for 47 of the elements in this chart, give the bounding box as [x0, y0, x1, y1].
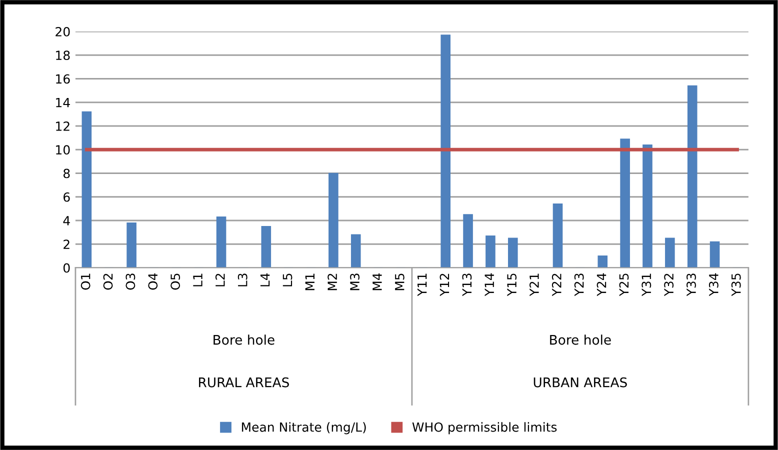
y-tick-label: 20 — [56, 26, 70, 36]
y-tick-label: 8 — [64, 168, 70, 178]
x-tick-label: L5 — [282, 274, 292, 286]
x-tick-label: M5 — [395, 274, 404, 290]
x-tick-label: Y15 — [507, 274, 517, 296]
y-tick-label: 10 — [56, 145, 70, 155]
x-tick-label: L1 — [193, 274, 202, 286]
x-tick-label: L3 — [238, 274, 248, 286]
y-tick-label: 0 — [63, 263, 70, 273]
x-tick-label: Y14 — [484, 273, 494, 296]
x-tick-label: Y34 — [708, 273, 718, 296]
legend-label: WHO permissible limits — [412, 422, 557, 434]
x-tick-label: L2 — [215, 274, 225, 286]
y-tick-label: 18 — [56, 50, 70, 60]
x-tick-label: O2 — [103, 274, 113, 290]
y-tick-label: 14 — [56, 98, 70, 108]
y-tick-label: 12 — [56, 121, 70, 131]
text: Bore hole — [550, 334, 611, 345]
x-tick-label: Y21 — [530, 274, 539, 296]
x-tick-label: Y32 — [664, 274, 674, 296]
y-tick-label: 6 — [64, 192, 70, 202]
x-tick-label: M3 — [350, 274, 360, 290]
y-tick-label: 4 — [63, 216, 70, 226]
x-tick-label: Y13 — [462, 274, 472, 296]
x-tick-label: Y22 — [552, 274, 562, 296]
text: RURAL AREAS — [199, 377, 289, 388]
x-tick-label: Y31 — [642, 274, 652, 296]
x-tick-label: M1 — [305, 274, 314, 290]
x-tick-label: Y24 — [596, 273, 606, 296]
x-tick-label: Y11 — [418, 274, 427, 296]
x-tick-label: O4 — [148, 273, 158, 290]
x-tick-label: Y25 — [619, 274, 629, 296]
y-tick-label: 16 — [56, 74, 70, 84]
x-tick-label: Y35 — [731, 274, 741, 296]
x-tick-label: L4 — [260, 273, 270, 286]
text: URBAN AREAS — [534, 377, 627, 388]
x-tick-label: O5 — [170, 274, 180, 290]
legend-label: Mean Nitrate (mg/L) — [242, 422, 366, 434]
text: Bore hole — [214, 334, 274, 345]
y-tick-label: 2 — [64, 240, 70, 249]
x-tick-label: O1 — [80, 274, 90, 290]
x-tick-label: Y33 — [686, 274, 696, 296]
x-tick-label: Y12 — [440, 274, 450, 296]
x-tick-label: M4 — [372, 273, 382, 290]
x-tick-label: M2 — [328, 274, 337, 290]
x-tick-label: O3 — [126, 274, 136, 290]
x-tick-label: Y23 — [574, 274, 584, 296]
